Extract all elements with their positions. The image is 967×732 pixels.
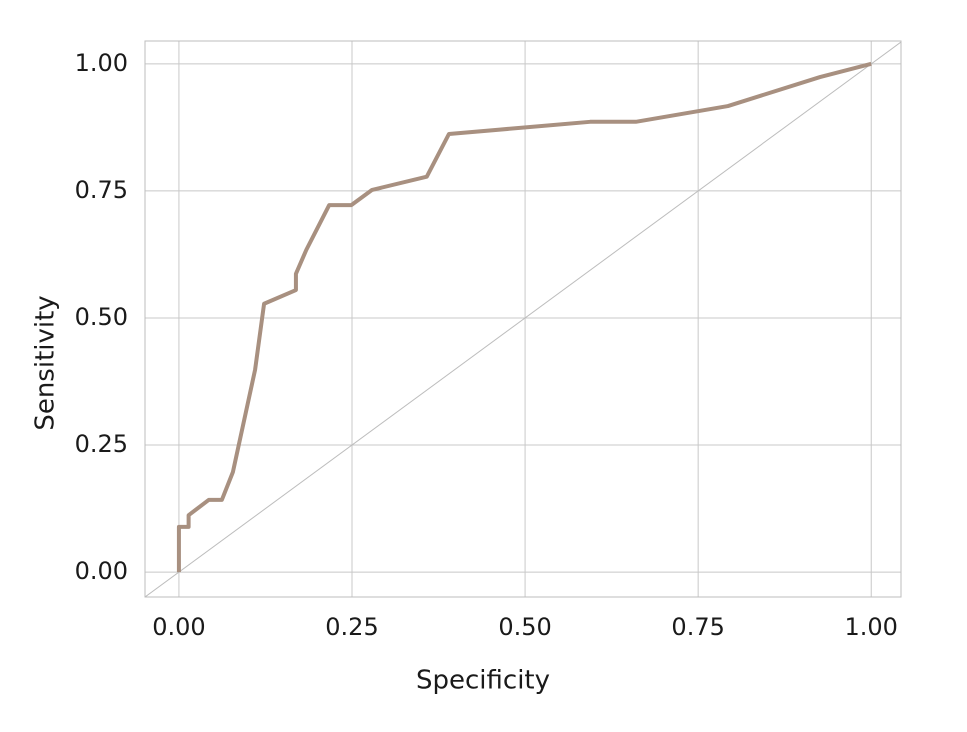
x-axis-title: Specificity: [416, 666, 550, 696]
roc-curve: [176, 61, 872, 573]
y-axis-title: Sensitivity: [31, 295, 61, 430]
x-tick-label: 0.25: [325, 613, 378, 641]
y-tick-label: 1.00: [75, 49, 128, 77]
y-tick-label: 0.50: [75, 303, 128, 331]
x-tick-label: 1.00: [845, 613, 898, 641]
y-tick-label: 0.75: [75, 176, 128, 204]
y-tick-label: 0.25: [75, 430, 128, 458]
y-tick-label: 0.00: [75, 557, 128, 585]
plot-frame: [144, 40, 902, 598]
x-tick-label: 0.00: [152, 613, 205, 641]
x-tick-label: 0.50: [498, 613, 551, 641]
reference-diagonal: [145, 41, 901, 597]
x-tick-label: 0.75: [671, 613, 724, 641]
